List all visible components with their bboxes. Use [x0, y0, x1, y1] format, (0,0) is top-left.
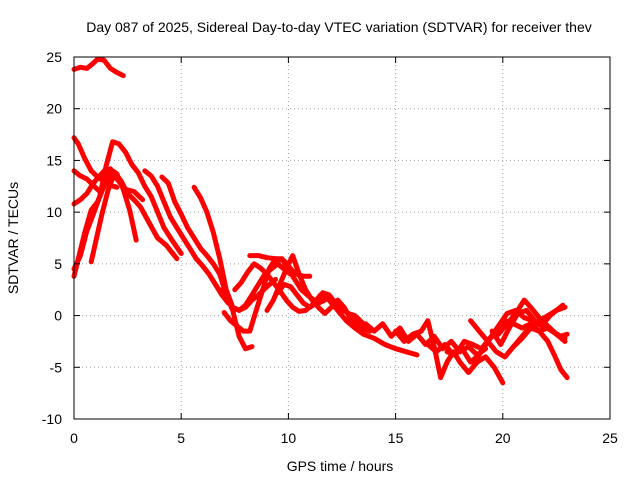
series-line-arc-6 [71, 139, 184, 272]
y-tick-label: 15 [46, 152, 62, 168]
series-line-arc-24 [496, 297, 568, 344]
series-line-arc-18 [393, 318, 506, 386]
tick-layer: 0 5 10 15 20 25 -10 -5 0 5 10 15 20 25 [42, 49, 618, 446]
series-line-arc-7 [88, 170, 180, 265]
x-tick-label: 15 [388, 430, 404, 446]
series-line-arc-5 [71, 166, 120, 207]
x-tick-label: 10 [281, 430, 297, 446]
series-line-arc-9 [159, 174, 255, 352]
x-tick-label: 20 [495, 430, 511, 446]
series-line-arc-23 [511, 325, 570, 381]
x-axis-label: GPS time / hours [287, 458, 394, 474]
series-line-arc-20 [444, 302, 566, 358]
x-tick-label: 5 [177, 430, 185, 446]
y-tick-label: -5 [50, 359, 63, 375]
y-tick-label: 5 [54, 256, 62, 272]
y-axis-label: SDTVAR / TECUs [5, 182, 21, 294]
y-tick-label: 10 [46, 204, 62, 220]
x-tick-label: 0 [70, 430, 78, 446]
series-line-arc-15 [264, 253, 373, 334]
series-line-arc-1 [71, 56, 126, 79]
x-tick-label: 25 [602, 430, 618, 446]
series-line-arc-16 [275, 282, 371, 331]
grid-layer [74, 57, 610, 419]
chart-title: Day 087 of 2025, Sidereal Day-to-day VTE… [86, 19, 592, 35]
y-tick-label: -10 [42, 411, 62, 427]
series-line-arc-13 [247, 253, 302, 277]
plot-frame [73, 56, 611, 420]
y-tick-label: 0 [54, 308, 62, 324]
series-line-arc-8 [142, 168, 231, 306]
y-tick-label: 20 [46, 101, 62, 117]
series-layer [71, 56, 570, 386]
y-tick-label: 25 [46, 49, 62, 65]
